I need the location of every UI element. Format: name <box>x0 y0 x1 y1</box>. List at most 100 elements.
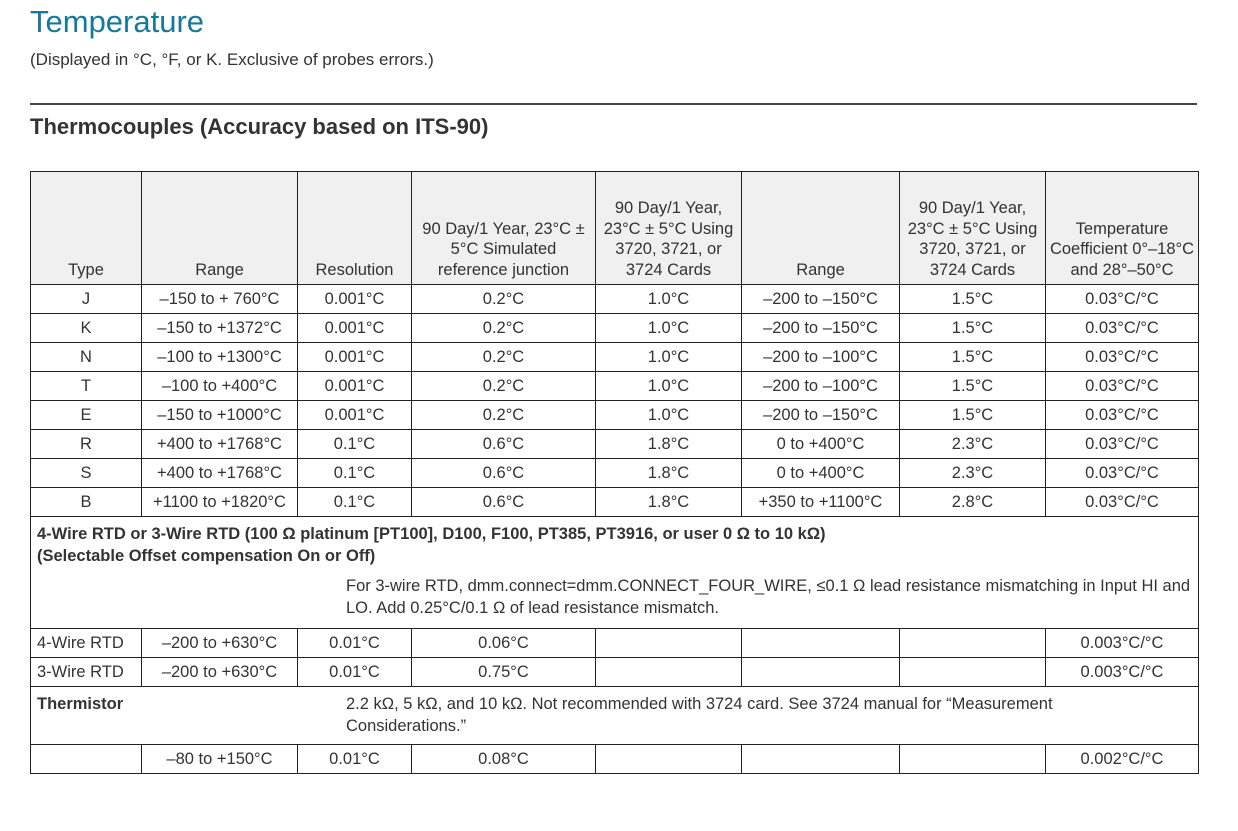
rtd-subheading: (Selectable Offset compensation On or Of… <box>37 547 376 565</box>
table-cell: 0.6°C <box>411 458 596 488</box>
table-cell <box>595 744 742 774</box>
table-cell: 1.8°C <box>595 429 742 459</box>
rtd-section-row: 4-Wire RTD or 3-Wire RTD (100 Ω platinum… <box>30 516 1199 629</box>
table-cell: B <box>30 487 142 517</box>
table-cell <box>595 657 742 687</box>
table-row: S +400 to +1768°C 0.1°C 0.6°C 1.8°C 0 to +400… <box>30 458 1199 488</box>
table-row: –80 to +150°C 0.01°C 0.08°C 0.002°C/°C <box>30 744 1199 774</box>
table-row: 4-Wire RTD –200 to +630°C 0.01°C 0.06°C 0.00… <box>30 628 1199 658</box>
thermistor-label: Thermistor <box>37 695 124 713</box>
table-row: J –150 to + 760°C 0.001°C 0.2°C 1.0°C –200 to… <box>30 284 1199 314</box>
table-cell: 2.3°C <box>899 429 1046 459</box>
table-cell: 1.5°C <box>899 342 1046 372</box>
table-cell: 1.8°C <box>595 458 742 488</box>
column-header: Range <box>741 171 900 285</box>
table-cell: 1.5°C <box>899 371 1046 401</box>
table-row: 3-Wire RTD –200 to +630°C 0.01°C 0.75°C 0.00… <box>30 657 1199 687</box>
table-cell: 4-Wire RTD <box>30 628 142 658</box>
column-header: 90 Day/1 Year, 23°C ± 5°C Simulated refe… <box>411 171 596 285</box>
table-cell: 1.0°C <box>595 342 742 372</box>
table-cell <box>741 657 900 687</box>
table-cell: 0.03°C/°C <box>1045 313 1199 343</box>
divider <box>30 103 1197 105</box>
table-cell: 0.03°C/°C <box>1045 429 1199 459</box>
table-cell: 0 to +400°C <box>741 429 900 459</box>
table-cell: T <box>30 371 142 401</box>
rtd-note: For 3-wire RTD, dmm.connect=dmm.CONNECT_… <box>346 577 1191 617</box>
table-cell: 0.08°C <box>411 744 596 774</box>
table-cell: 2.8°C <box>899 487 1046 517</box>
table-cell: 0.2°C <box>411 313 596 343</box>
table-cell: S <box>30 458 142 488</box>
table-cell: –200 to –100°C <box>741 371 900 401</box>
table-cell: 1.0°C <box>595 371 742 401</box>
table-row: K –150 to +1372°C 0.001°C 0.2°C 1.0°C –200 to… <box>30 313 1199 343</box>
table-cell: –200 to –150°C <box>741 313 900 343</box>
table-cell: 0.6°C <box>411 429 596 459</box>
column-header: Range <box>141 171 298 285</box>
table-row: R +400 to +1768°C 0.1°C 0.6°C 1.8°C 0 to +400… <box>30 429 1199 459</box>
table-cell: +350 to +1100°C <box>741 487 900 517</box>
table-cell: 0.03°C/°C <box>1045 458 1199 488</box>
table-cell: 1.5°C <box>899 284 1046 314</box>
table-cell: 1.5°C <box>899 400 1046 430</box>
table-row: E –150 to +1000°C 0.001°C 0.2°C 1.0°C –200 to… <box>30 400 1199 430</box>
table-cell: 0.001°C <box>297 284 412 314</box>
table-cell: 0.01°C <box>297 628 412 658</box>
table-cell: 0.1°C <box>297 429 412 459</box>
table-cell <box>741 744 900 774</box>
column-header: Type <box>30 171 142 285</box>
table-cell <box>899 657 1046 687</box>
table-cell: 0.01°C <box>297 744 412 774</box>
table-cell: 0.2°C <box>411 342 596 372</box>
table-cell <box>30 744 142 774</box>
table-cell: –200 to +630°C <box>141 657 298 687</box>
table-cell: –200 to –100°C <box>741 342 900 372</box>
table-cell: 0.2°C <box>411 284 596 314</box>
table-cell: –100 to +400°C <box>141 371 298 401</box>
table-cell: +400 to +1768°C <box>141 458 298 488</box>
column-header: 90 Day/1 Year, 23°C ± 5°C Using 3720, 37… <box>595 171 742 285</box>
thermistor-section-row: Thermistor 2.2 kΩ, 5 kΩ, and 10 kΩ. Not r… <box>30 686 1199 745</box>
page-title: Temperature <box>30 4 205 39</box>
table-cell: 0.03°C/°C <box>1045 342 1199 372</box>
table-cell <box>595 628 742 658</box>
table-cell: 1.0°C <box>595 400 742 430</box>
table-cell: 0.2°C <box>411 371 596 401</box>
table-cell: 0.01°C <box>297 657 412 687</box>
table-cell: –150 to + 760°C <box>141 284 298 314</box>
table-cell: 0 to +400°C <box>741 458 900 488</box>
table-cell: –100 to +1300°C <box>141 342 298 372</box>
table-cell: –200 to –150°C <box>741 284 900 314</box>
table-cell: J <box>30 284 142 314</box>
table-cell: 0.2°C <box>411 400 596 430</box>
table-cell: 0.001°C <box>297 313 412 343</box>
table-cell: R <box>30 429 142 459</box>
table-cell: 0.1°C <box>297 487 412 517</box>
table-cell: 0.003°C/°C <box>1045 628 1199 658</box>
table-row: T –100 to +400°C 0.001°C 0.2°C 1.0°C –200 to … <box>30 371 1199 401</box>
thermistor-note: 2.2 kΩ, 5 kΩ, and 10 kΩ. Not recommended… <box>346 695 1053 735</box>
table-cell: 0.6°C <box>411 487 596 517</box>
table-cell: N <box>30 342 142 372</box>
table-cell: K <box>30 313 142 343</box>
table-cell <box>741 628 900 658</box>
table-cell: 0.1°C <box>297 458 412 488</box>
table-row: N –100 to +1300°C 0.001°C 0.2°C 1.0°C –200 to… <box>30 342 1199 372</box>
table-cell <box>899 744 1046 774</box>
table-cell: 2.3°C <box>899 458 1046 488</box>
table-cell: 0.001°C <box>297 371 412 401</box>
table-cell: 0.001°C <box>297 342 412 372</box>
table-cell: –200 to –150°C <box>741 400 900 430</box>
table-cell: 0.001°C <box>297 400 412 430</box>
table-cell: 1.0°C <box>595 284 742 314</box>
table-row: B +1100 to +1820°C 0.1°C 0.6°C 1.8°C +350 to … <box>30 487 1199 517</box>
header-row: Type Range Resolution 90 Day/1 Year, 23°C ±… <box>30 171 1199 285</box>
column-header: 90 Day/1 Year, 23°C ± 5°C Using 3720, 37… <box>899 171 1046 285</box>
table-cell: +400 to +1768°C <box>141 429 298 459</box>
table-cell: 3-Wire RTD <box>30 657 142 687</box>
table-cell: 0.03°C/°C <box>1045 400 1199 430</box>
table-cell: 0.03°C/°C <box>1045 284 1199 314</box>
table-cell: +1100 to +1820°C <box>141 487 298 517</box>
table-cell: E <box>30 400 142 430</box>
